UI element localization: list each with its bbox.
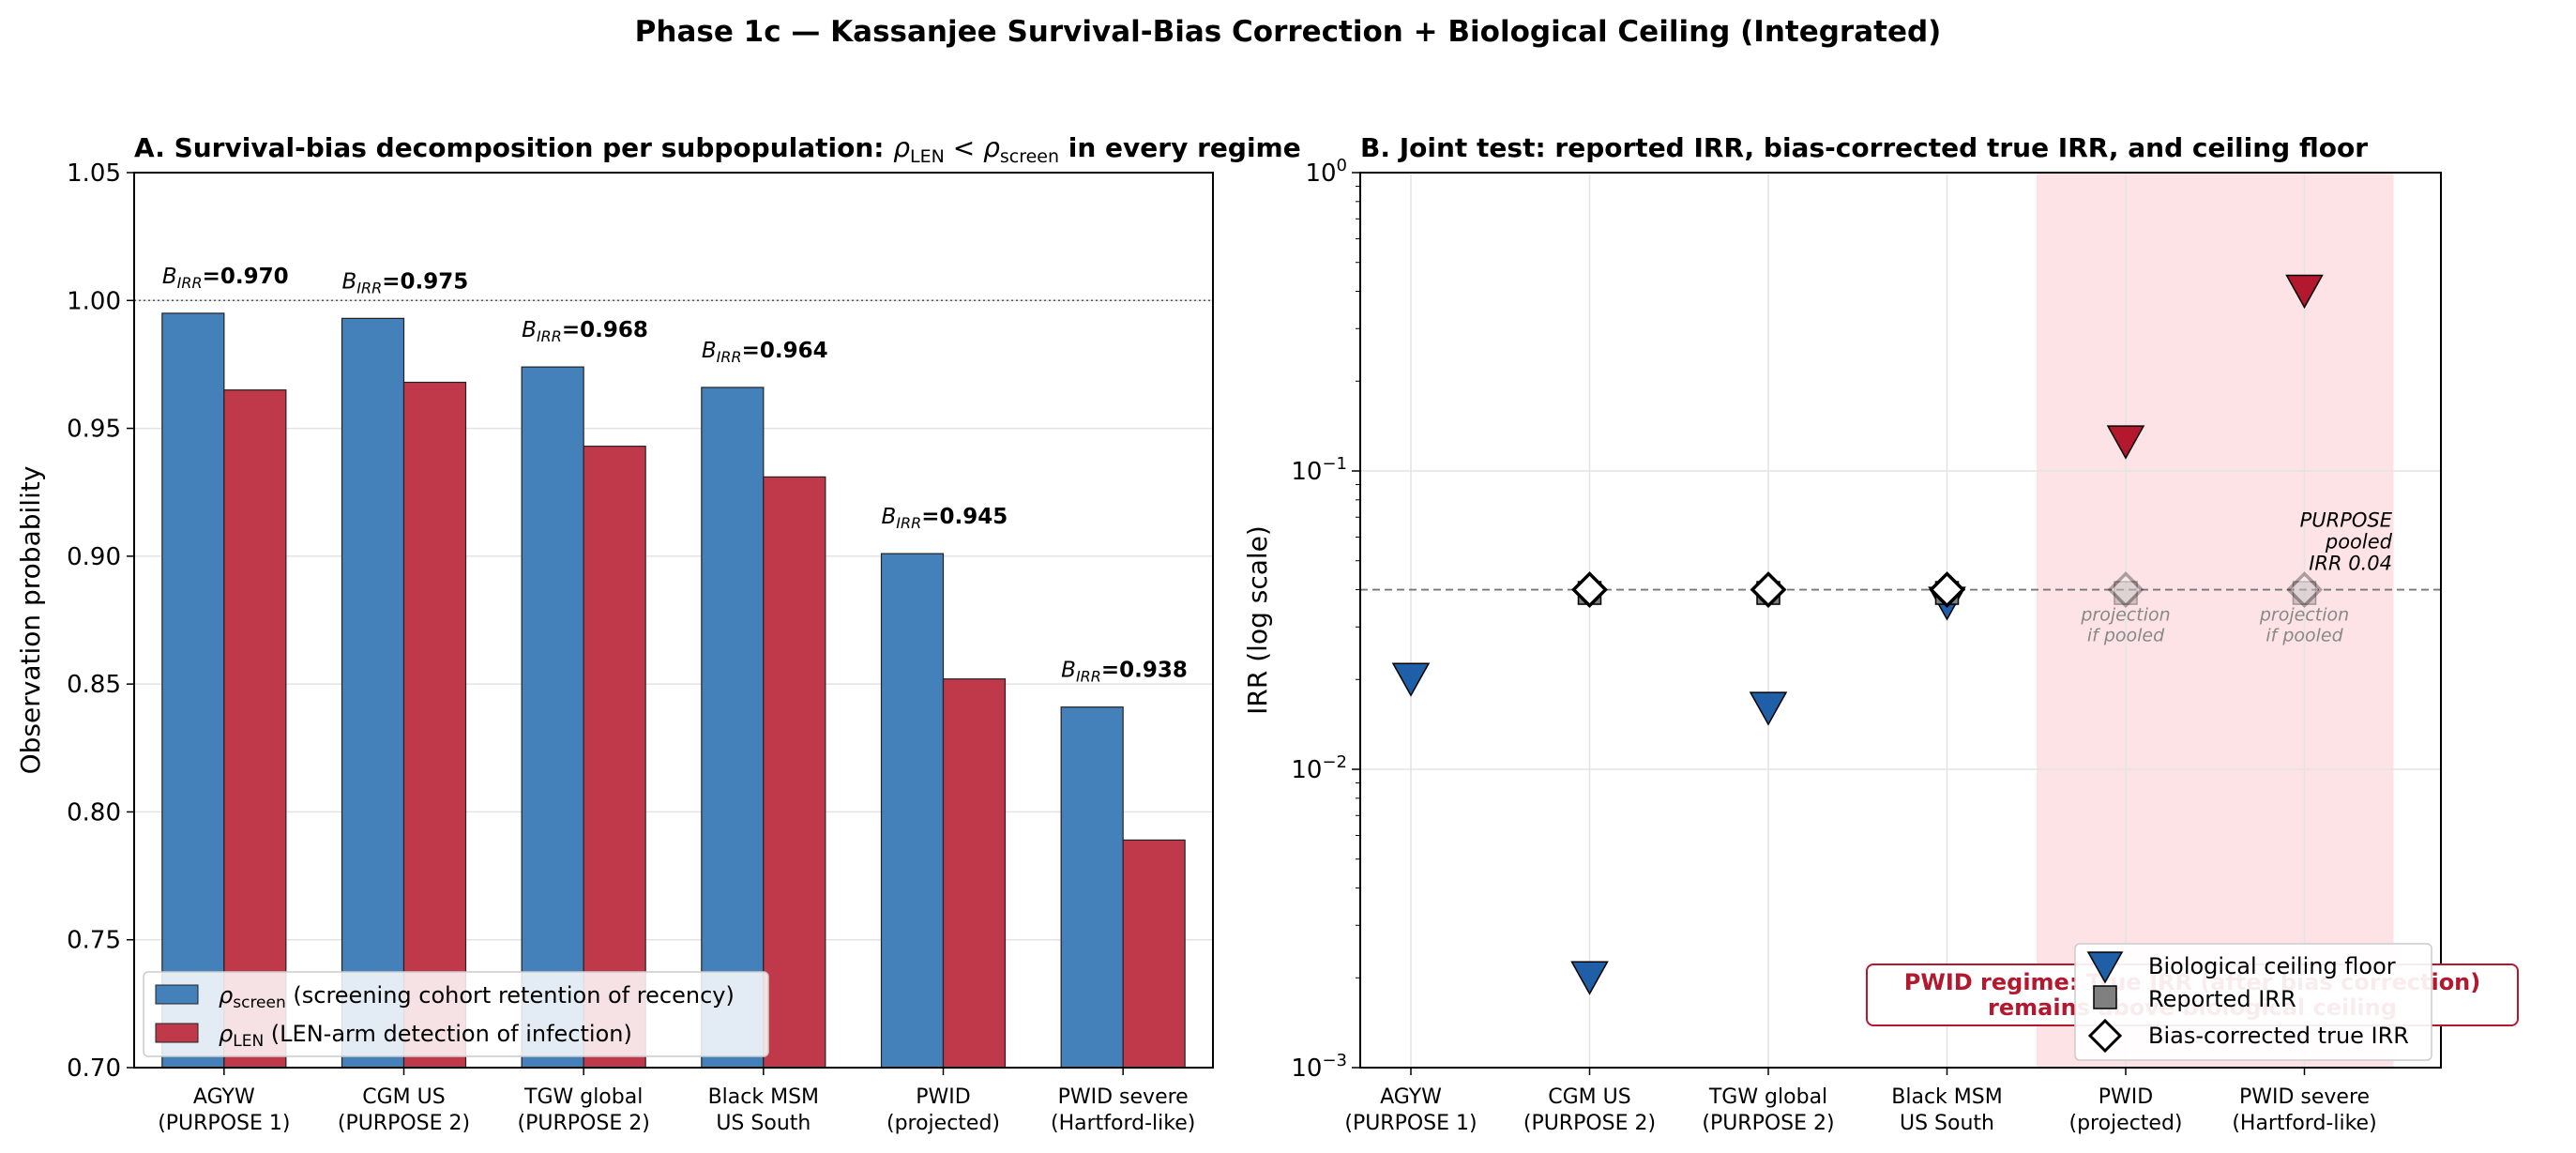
panel-b-xtick-label: Black MSM US South bbox=[1891, 1085, 2002, 1135]
bar-rho-screen bbox=[880, 553, 945, 1069]
legend-label-rho-len: ρLEN (LEN-arm detection of infection) bbox=[219, 1021, 632, 1051]
legend-label-reported: Reported IRR bbox=[2148, 986, 2296, 1012]
bias-corrected-irr-marker bbox=[2286, 571, 2323, 609]
panel-b-frame bbox=[1359, 172, 2442, 1069]
bias-corrected-irr-marker bbox=[2107, 571, 2144, 609]
panel-b-ytick-label: 10−3 bbox=[1291, 1051, 1347, 1083]
panel-b-xtick-label: AGYW (PURPOSE 1) bbox=[1344, 1085, 1477, 1135]
panel-a-frame bbox=[133, 172, 1214, 1069]
bias-annotation: BIRR=0.968 bbox=[522, 318, 648, 345]
legend-label-rho-screen-text: (screening cohort retention of recency) bbox=[286, 982, 735, 1009]
figure-suptitle: Phase 1c — Kassanjee Survival-Bias Corre… bbox=[635, 15, 1942, 49]
ceiling-floor-marker bbox=[1391, 662, 1431, 697]
panel-a-ytick-label: 0.85 bbox=[67, 671, 121, 699]
bias-corrected-irr-marker bbox=[1929, 571, 1965, 609]
panel-b-xtick-label: CGM US (PURPOSE 2) bbox=[1523, 1085, 1656, 1135]
panel-a-ytick-label: 1.05 bbox=[67, 159, 121, 188]
panel-b-xtick-label: TGW global (PURPOSE 2) bbox=[1702, 1085, 1834, 1135]
bar-rho-len bbox=[1122, 839, 1186, 1069]
panel-a-ylabel: Observation probability bbox=[15, 466, 46, 775]
bar-rho-screen bbox=[341, 317, 405, 1069]
bar-rho-screen bbox=[521, 366, 584, 1069]
panel-a-ytick-label: 0.75 bbox=[67, 927, 121, 955]
legend-label-rho-screen: ρscreen (screening cohort retention of r… bbox=[219, 982, 735, 1012]
panel-a-ytick-label: 1.00 bbox=[67, 287, 121, 315]
bar-rho-len bbox=[763, 476, 826, 1069]
legend-marker-corrected-diamond bbox=[2087, 1018, 2123, 1054]
reported-irr-marker bbox=[2292, 581, 2317, 605]
panel-a-ytick-label: 0.90 bbox=[67, 543, 121, 571]
panel-b-ytick-label: 10−1 bbox=[1291, 454, 1347, 486]
bar-rho-len bbox=[583, 446, 646, 1069]
panel-b-xtick-label: PWID severe (Hartford-like) bbox=[2232, 1085, 2376, 1135]
legend-marker-reported-square bbox=[2093, 985, 2117, 1009]
legend-swatch-rho-len bbox=[155, 1023, 199, 1043]
legend-label-corrected: Bias-corrected true IRR bbox=[2148, 1023, 2409, 1049]
projection-label: projection if pooled bbox=[2259, 605, 2349, 646]
bias-annotation: BIRR=0.945 bbox=[882, 505, 1008, 532]
panel-b-scatter-chart: B. Joint test: reported IRR, bias-correc… bbox=[1242, 132, 2519, 1135]
panel-b-xtick-label: PWID (projected) bbox=[2068, 1085, 2182, 1135]
reported-irr-marker bbox=[2114, 581, 2138, 605]
panel-a-xtick-label: CGM US (PURPOSE 2) bbox=[338, 1085, 470, 1135]
ceiling-floor-marker bbox=[2285, 274, 2324, 310]
bar-rho-screen bbox=[701, 387, 765, 1069]
panel-b-legend: Biological ceiling floor Reported IRR Bi… bbox=[2074, 943, 2432, 1061]
bias-annotation: BIRR=0.938 bbox=[1061, 659, 1188, 686]
pooled-irr-label: PURPOSE pooled IRR 0.04 bbox=[2300, 509, 2393, 575]
bar-rho-screen bbox=[161, 312, 225, 1069]
panel-a-xtick-label: TGW global (PURPOSE 2) bbox=[518, 1085, 650, 1135]
panel-a-xtick-label: PWID severe (Hartford-like) bbox=[1051, 1085, 1195, 1135]
panel-a-ytick-label: 0.80 bbox=[67, 798, 121, 827]
bias-annotation: BIRR=0.975 bbox=[342, 269, 469, 296]
panel-a-ytick-label: 0.95 bbox=[67, 416, 121, 444]
ceiling-floor-marker bbox=[2106, 425, 2145, 460]
panel-a-xtick-label: Black MSM US South bbox=[708, 1085, 819, 1135]
bias-annotation: BIRR=0.970 bbox=[162, 265, 289, 292]
panel-b-ytick-label: 100 bbox=[1305, 156, 1347, 188]
ceiling-floor-marker bbox=[1749, 691, 1788, 726]
bar-rho-screen bbox=[1060, 706, 1124, 1069]
bar-rho-len bbox=[942, 678, 1007, 1069]
legend-label-rho-len-text: (LEN-arm detection of infection) bbox=[264, 1021, 632, 1047]
panel-a-xtick-label: AGYW (PURPOSE 1) bbox=[158, 1085, 290, 1135]
panel-a-ytick-label: 0.70 bbox=[67, 1054, 121, 1083]
panel-a-legend: ρscreen (screening cohort retention of r… bbox=[143, 971, 769, 1057]
panel-b-ytick-label: 10−2 bbox=[1291, 752, 1347, 784]
legend-swatch-rho-screen bbox=[155, 984, 199, 1005]
pwid-shaded-region bbox=[2037, 173, 2394, 1068]
legend-marker-ceiling-triangle bbox=[2086, 951, 2124, 984]
bar-rho-len bbox=[402, 381, 467, 1069]
bias-annotation: BIRR=0.964 bbox=[702, 339, 828, 366]
projection-label: projection if pooled bbox=[2080, 605, 2170, 646]
bar-rho-len bbox=[223, 389, 287, 1069]
panel-b-ylabel: IRR (log scale) bbox=[1242, 525, 1273, 715]
bias-corrected-irr-marker bbox=[1750, 571, 1787, 609]
panel-a-xtick-label: PWID (projected) bbox=[886, 1085, 1000, 1135]
ceiling-floor-marker bbox=[1570, 961, 1609, 995]
panel-a-bar-chart: A. Survival-bias decomposition per subpo… bbox=[15, 132, 1301, 1135]
panel-b-title: B. Joint test: reported IRR, bias-correc… bbox=[1360, 132, 2368, 163]
panel-a-title: A. Survival-bias decomposition per subpo… bbox=[134, 132, 1301, 167]
legend-label-ceiling: Biological ceiling floor bbox=[2148, 953, 2396, 979]
bias-corrected-irr-marker bbox=[1571, 571, 1608, 609]
